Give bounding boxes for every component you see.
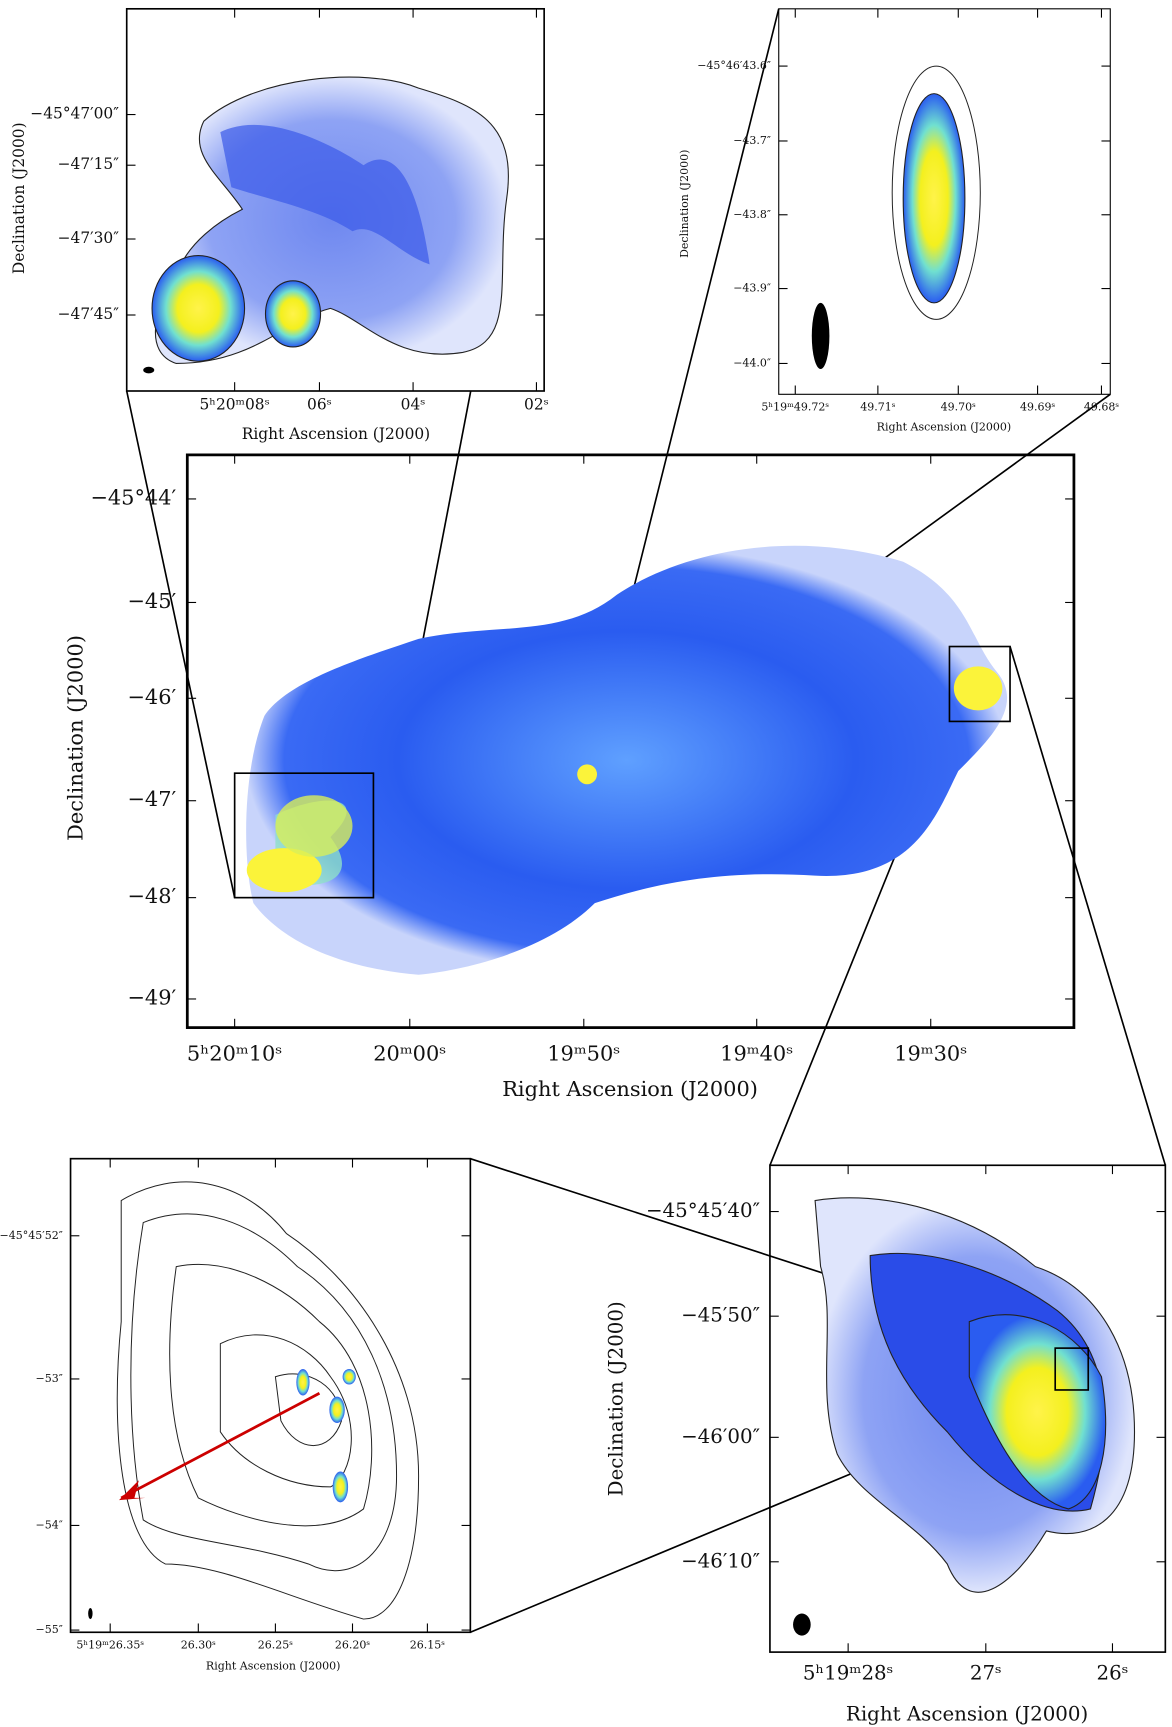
y-tick-label: −49′ bbox=[127, 985, 176, 1009]
x-tick-label: 49.71ˢ bbox=[860, 401, 895, 414]
x-tick-label: 49.70ˢ bbox=[941, 401, 976, 414]
y-tick-label: −47′45″ bbox=[58, 305, 120, 323]
y-tick-label: −43.8″ bbox=[733, 208, 771, 221]
x-axis-label: Right Ascension (J2000) bbox=[242, 425, 430, 443]
y-tick-label: −45°47′00″ bbox=[30, 105, 119, 123]
y-tick-label: −45°45′52″ bbox=[0, 1229, 63, 1242]
x-tick-label: 26.15ˢ bbox=[410, 1638, 445, 1651]
y-tick-label: −43.9″ bbox=[733, 282, 771, 295]
y-tick-label: −43.7″ bbox=[733, 134, 771, 147]
y-tick-label: −46′ bbox=[127, 685, 176, 709]
top-left-map bbox=[126, 8, 545, 391]
axes: −45°47′00″ −47′15″ −47′30″ −47′45″ 5ʰ20ᵐ08ˢ 0… bbox=[0, 7, 1167, 1725]
panel-frame bbox=[778, 8, 1111, 395]
y-tick-label: −45′50″ bbox=[681, 1304, 760, 1327]
x-tick-label: 19ᵐ50ˢ bbox=[547, 1042, 620, 1066]
x-tick-label: 19ᵐ40ˢ bbox=[720, 1042, 793, 1066]
x-axis-label: Right Ascension (J2000) bbox=[877, 420, 1012, 433]
x-tick-label: 5ʰ20ᵐ08ˢ bbox=[199, 395, 269, 413]
main-map bbox=[233, 545, 1011, 975]
y-tick-label: −47′15″ bbox=[58, 155, 120, 173]
x-tick-label: 19ᵐ30ˢ bbox=[894, 1042, 967, 1066]
x-tick-label: 26ˢ bbox=[1097, 1662, 1129, 1685]
x-tick-label: 06ˢ bbox=[307, 395, 332, 413]
y-tick-label: −47′30″ bbox=[58, 229, 120, 247]
y-tick-label: −47′ bbox=[127, 787, 176, 811]
panel-frame bbox=[69, 1157, 472, 1634]
x-axis-label: Right Ascension (J2000) bbox=[502, 1077, 758, 1101]
x-tick-label: 49.68ˢ bbox=[1084, 401, 1119, 414]
y-axis-label: Declination (J2000) bbox=[64, 635, 88, 841]
x-tick-label: 5ʰ19ᵐ26.35ˢ bbox=[76, 1638, 144, 1651]
y-tick-label: −45′ bbox=[127, 589, 176, 613]
x-axis-label: Right Ascension (J2000) bbox=[846, 1702, 1088, 1725]
x-tick-label: 5ʰ19ᵐ49.72ˢ bbox=[761, 401, 829, 414]
y-tick-label: −53″ bbox=[36, 1372, 63, 1385]
y-tick-label: −48′ bbox=[127, 884, 176, 908]
y-axis-label: Declination (J2000) bbox=[10, 122, 28, 274]
y-axis-label: Declination (J2000) bbox=[604, 1301, 627, 1496]
bottom-left-map bbox=[88, 1181, 420, 1620]
y-tick-label: −44.0″ bbox=[733, 356, 771, 369]
y-tick-label: −54″ bbox=[36, 1518, 63, 1531]
y-tick-label: −46′00″ bbox=[681, 1425, 760, 1448]
bottom-right-map bbox=[793, 1197, 1136, 1636]
x-tick-label: 26.25ˢ bbox=[258, 1638, 293, 1651]
x-tick-label: 26.20ˢ bbox=[335, 1638, 370, 1651]
panel-frame bbox=[125, 7, 545, 392]
x-tick-label: 49.69ˢ bbox=[1020, 401, 1055, 414]
x-tick-label: 27ˢ bbox=[970, 1662, 1002, 1685]
y-axis-label: Declination (J2000) bbox=[678, 150, 691, 258]
y-tick-label: −55″ bbox=[36, 1623, 63, 1636]
x-tick-label: 5ʰ20ᵐ10ˢ bbox=[187, 1042, 282, 1066]
x-tick-label: 20ᵐ00ˢ bbox=[373, 1042, 446, 1066]
panel-frame bbox=[769, 1164, 1167, 1653]
x-axis-label: Right Ascension (J2000) bbox=[206, 1659, 341, 1672]
x-tick-label: 04ˢ bbox=[401, 395, 426, 413]
top-right-map bbox=[811, 65, 981, 369]
y-tick-label: −45°44′ bbox=[90, 485, 176, 509]
y-tick-label: −45°46′43.6″ bbox=[697, 59, 771, 72]
y-tick-label: −46′10″ bbox=[681, 1549, 760, 1572]
x-tick-label: 5ʰ19ᵐ28ˢ bbox=[803, 1662, 893, 1685]
x-tick-label: 02ˢ bbox=[524, 395, 549, 413]
x-tick-label: 26.30ˢ bbox=[181, 1638, 216, 1651]
y-tick-label: −45°45′40″ bbox=[646, 1199, 760, 1222]
panel-frame bbox=[185, 453, 1076, 1029]
